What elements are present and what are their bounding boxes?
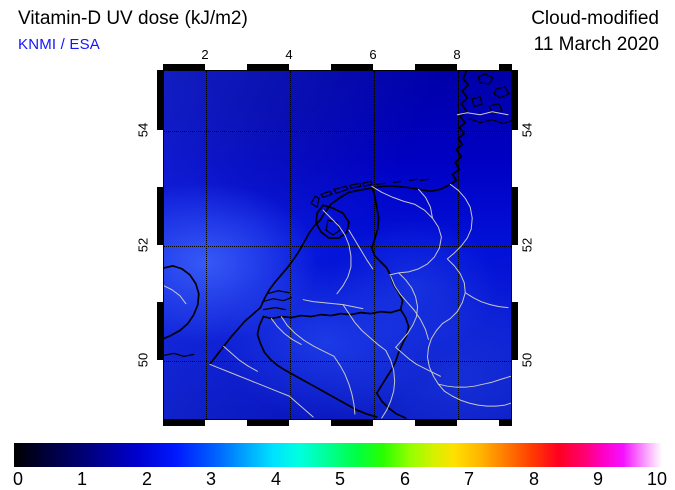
band-seg bbox=[415, 420, 457, 426]
colorbar-tick-2: 2 bbox=[141, 469, 153, 489]
colorbar bbox=[14, 443, 662, 467]
colorbar-tick-10: 10 bbox=[646, 469, 668, 489]
colorbar-tick-8: 8 bbox=[528, 469, 540, 489]
colorbar-tick-0: 0 bbox=[12, 469, 24, 489]
coast-fehmarn bbox=[488, 103, 503, 114]
colorbar-tick-4: 4 bbox=[270, 469, 282, 489]
coast-great-britain bbox=[164, 265, 200, 340]
colorbar-tick-6: 6 bbox=[399, 469, 411, 489]
band-seg bbox=[331, 420, 373, 426]
border-state-thueringen bbox=[464, 292, 509, 309]
border-state-hessen-rlp bbox=[426, 323, 445, 392]
axis-band-left bbox=[157, 70, 163, 420]
lat-tick-right-54: 54 bbox=[519, 122, 535, 138]
border-region-lorraine bbox=[381, 349, 396, 419]
colorbar-gradient bbox=[14, 443, 662, 467]
band-seg bbox=[247, 64, 289, 70]
axis-band-right bbox=[512, 70, 518, 420]
border-region-champagne bbox=[333, 355, 356, 415]
map-frame bbox=[163, 70, 512, 420]
coast-wadden-schiermonnikoog bbox=[362, 180, 373, 187]
coast-frisian-islands-east bbox=[376, 178, 430, 185]
coast-baltic bbox=[468, 118, 511, 125]
river-rhine bbox=[390, 275, 429, 340]
colorbar-tick-9: 9 bbox=[592, 469, 604, 489]
coast-wadden-terschelling bbox=[333, 185, 349, 194]
border-state-bayern bbox=[437, 375, 511, 388]
border-state-mecklenburg bbox=[446, 183, 473, 260]
axis-band-top bbox=[163, 64, 512, 70]
lon-tick-top-6: 6 bbox=[369, 47, 377, 62]
border-belgium-germany-lux bbox=[375, 308, 410, 394]
coast-netherlands bbox=[259, 191, 350, 309]
lat-tick-left-52: 52 bbox=[135, 237, 151, 253]
border-province-dutch bbox=[322, 209, 352, 295]
coast-als bbox=[471, 96, 483, 108]
coast-zeeland-delta bbox=[261, 297, 292, 311]
lon-tick-top-4: 4 bbox=[285, 47, 293, 62]
map-plot: 2 4 6 8 2 4 6 8 54 52 50 54 52 50 bbox=[136, 48, 535, 459]
band-seg bbox=[512, 70, 518, 130]
border-region-uk-inland bbox=[164, 285, 187, 305]
band-seg bbox=[163, 420, 205, 426]
colorbar-tick-5: 5 bbox=[334, 469, 346, 489]
border-state-bw bbox=[443, 390, 511, 407]
coast-wadden-texel bbox=[310, 195, 320, 208]
coast-fyn bbox=[493, 86, 510, 99]
border-region-picardie bbox=[223, 345, 258, 372]
coast-wadden-vlieland bbox=[320, 190, 333, 198]
colorbar-tick-1: 1 bbox=[76, 469, 88, 489]
band-seg bbox=[157, 302, 163, 360]
border-region-france-north bbox=[209, 363, 290, 397]
border-denmark-germany bbox=[456, 111, 509, 116]
lat-tick-right-52: 52 bbox=[519, 237, 535, 253]
band-seg bbox=[163, 64, 205, 70]
band-seg bbox=[157, 187, 163, 245]
axis-band-bottom bbox=[163, 420, 512, 426]
band-seg bbox=[157, 70, 163, 130]
coast-wadden-ameland bbox=[349, 182, 362, 189]
coast-zuid-holland-inlet bbox=[266, 290, 290, 295]
coast-german-bight bbox=[348, 183, 452, 194]
coast-danish-islands bbox=[477, 73, 494, 85]
border-state-sachsen-anhalt bbox=[441, 258, 466, 325]
border-state-nrw-hessen bbox=[395, 272, 419, 348]
river-maas bbox=[342, 304, 387, 351]
band-seg bbox=[247, 420, 289, 426]
page-title: Vitamin-D UV dose (kJ/m2) bbox=[18, 8, 248, 29]
band-seg bbox=[499, 420, 512, 426]
border-region-wallonie bbox=[280, 316, 335, 357]
coast-markermeer bbox=[325, 219, 341, 236]
coast-belgium-france bbox=[208, 306, 262, 366]
lon-tick-top-2: 2 bbox=[201, 47, 209, 62]
coast-thames-estuary bbox=[164, 352, 195, 357]
river-ijssel bbox=[348, 229, 374, 270]
band-seg bbox=[499, 64, 512, 70]
coastline-overlay bbox=[164, 71, 511, 419]
border-netherlands-belgium bbox=[262, 308, 402, 320]
coast-ijsselmeer bbox=[315, 204, 350, 239]
colorbar-tick-7: 7 bbox=[463, 469, 475, 489]
band-seg bbox=[331, 64, 373, 70]
border-state-rlp-saar bbox=[395, 346, 441, 377]
band-seg bbox=[512, 302, 518, 360]
border-france-germany-south bbox=[375, 392, 407, 419]
colorbar-tick-3: 3 bbox=[205, 469, 217, 489]
lat-tick-left-50: 50 bbox=[135, 352, 151, 368]
border-province-noordbrabant bbox=[302, 299, 364, 310]
product-mode-label: Cloud-modified bbox=[531, 8, 659, 29]
border-river-scheldt bbox=[270, 318, 302, 345]
lon-tick-top-8: 8 bbox=[453, 47, 461, 62]
band-seg bbox=[415, 64, 457, 70]
lat-tick-right-50: 50 bbox=[519, 352, 535, 368]
agency-credit: KNMI / ESA bbox=[18, 36, 101, 53]
border-belgium-france bbox=[256, 315, 378, 418]
band-seg bbox=[512, 187, 518, 245]
border-state-schleswig bbox=[418, 188, 433, 219]
border-state-niedersachsen bbox=[371, 185, 442, 276]
border-region-france-east bbox=[288, 395, 314, 418]
product-date-label: 11 March 2020 bbox=[533, 34, 659, 55]
lat-tick-left-54: 54 bbox=[135, 122, 151, 138]
coast-jutland bbox=[449, 71, 470, 186]
